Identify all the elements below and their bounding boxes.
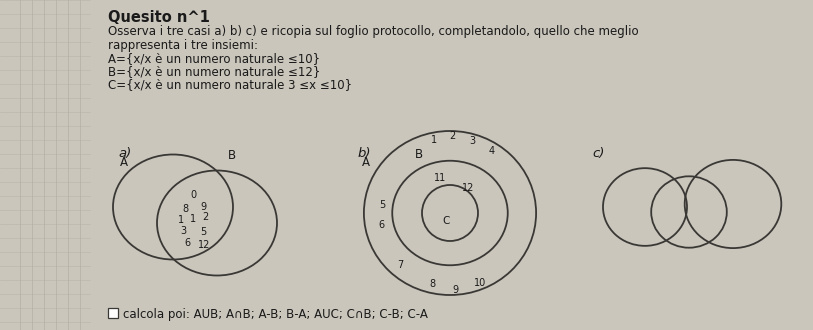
Text: B: B [415,148,423,161]
Text: 8: 8 [182,204,188,214]
Text: calcola poi: AUB; A∩B; A-B; B-A; AUC; C∩B; C-B; C-A: calcola poi: AUB; A∩B; A-B; B-A; AUC; C∩… [123,308,428,321]
Text: A: A [120,156,128,169]
Text: 5: 5 [379,200,385,210]
Text: 8: 8 [429,279,435,289]
Text: 10: 10 [474,278,486,288]
Text: B={x/x è un numero naturale ≤12}: B={x/x è un numero naturale ≤12} [108,65,320,78]
Text: 1: 1 [178,215,184,225]
Text: 12: 12 [198,240,211,250]
Text: 9: 9 [452,285,458,295]
Text: B: B [228,149,236,162]
Text: 9: 9 [200,202,206,212]
Text: 1: 1 [431,135,437,145]
Text: rappresenta i tre insiemi:: rappresenta i tre insiemi: [108,39,258,52]
Text: Osserva i tre casi a) b) c) e ricopia sul foglio protocollo, completandolo, quel: Osserva i tre casi a) b) c) e ricopia su… [108,25,639,38]
Text: A={x/x è un numero naturale ≤10}: A={x/x è un numero naturale ≤10} [108,52,320,65]
Text: 2: 2 [202,212,208,222]
Text: 4: 4 [489,146,495,156]
Text: 1: 1 [190,214,196,224]
Text: 3: 3 [180,226,186,236]
Text: 3: 3 [469,136,475,146]
Text: b): b) [358,147,372,160]
Text: 6: 6 [378,220,384,230]
Text: 12: 12 [462,183,474,193]
Text: C={x/x è un numero naturale 3 ≤x ≤10}: C={x/x è un numero naturale 3 ≤x ≤10} [108,78,352,91]
Text: C: C [442,216,450,226]
Text: 7: 7 [397,260,403,270]
Text: 0: 0 [190,190,196,200]
Text: A: A [362,156,370,169]
Text: c): c) [592,147,604,160]
Text: 11: 11 [434,173,446,183]
Text: 6: 6 [184,238,190,248]
FancyBboxPatch shape [108,308,118,318]
Text: Quesito n^1: Quesito n^1 [108,10,210,25]
Text: a): a) [118,147,131,160]
Text: 5: 5 [200,227,207,237]
Text: 2: 2 [449,131,455,141]
